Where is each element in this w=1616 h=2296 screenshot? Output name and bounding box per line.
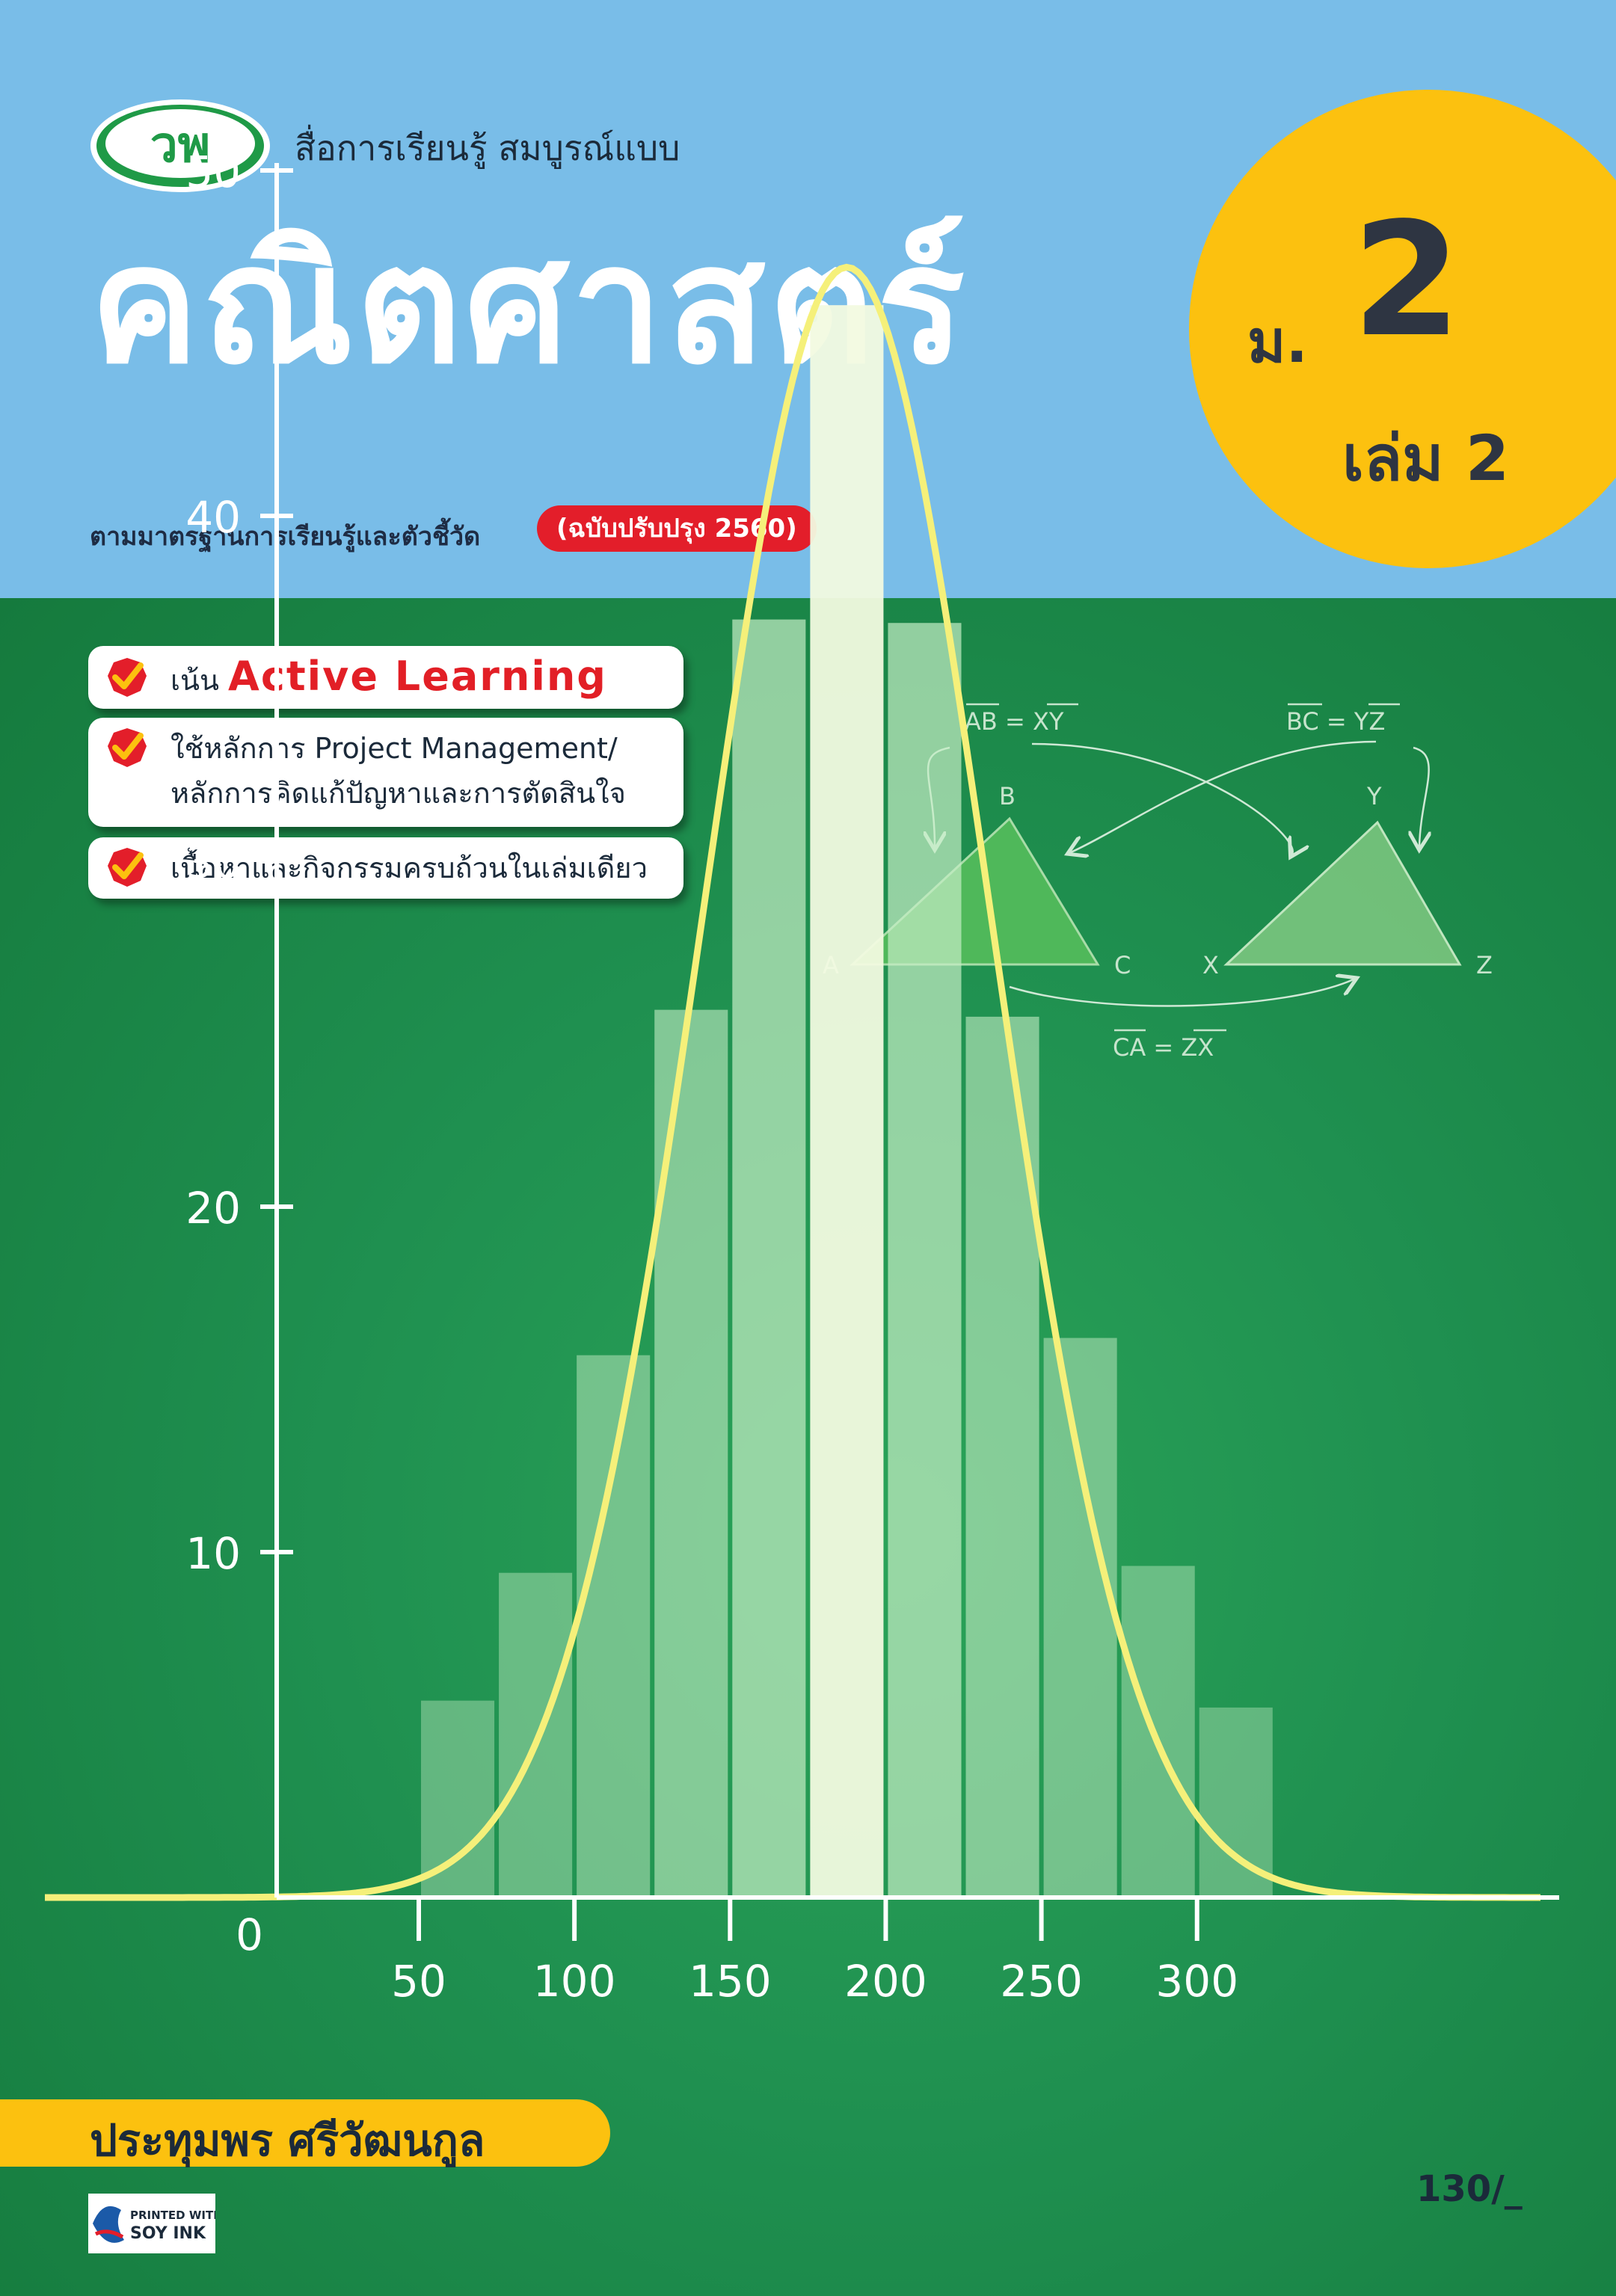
histogram-bar xyxy=(810,305,884,1898)
histogram-bar xyxy=(421,1700,495,1898)
check-icon xyxy=(108,848,147,887)
y-tick-label: 10 xyxy=(185,1528,241,1579)
grade-number: 2 xyxy=(1352,188,1462,372)
soy-ink-logo-icon: PRINTED WITH SOY INK xyxy=(88,2194,215,2253)
y-tick-label: 30 xyxy=(185,837,241,888)
soy-line2: SOY INK xyxy=(130,2224,206,2243)
triangle-xyz xyxy=(1223,820,1462,966)
axes-group: 0 10 20 30 40 50 50 100 150 200 250 300 xyxy=(185,147,1559,2007)
x-tick-label: 250 xyxy=(1000,1956,1083,2007)
histogram-bar xyxy=(577,1355,651,1898)
feature-3-text: เนื้อหาและกิจกรรมครบถ้วนในเล่มเดียว xyxy=(170,852,648,884)
histogram-bar xyxy=(654,1009,728,1898)
feature-box-3: เนื้อหาและกิจกรรมครบถ้วนในเล่มเดียว xyxy=(88,837,683,899)
active-learning-highlight: Active Learning xyxy=(228,653,607,700)
soy-line1: PRINTED WITH xyxy=(130,2209,215,2222)
vertex-b-label: B xyxy=(999,782,1016,810)
histogram-bar xyxy=(1199,1707,1273,1898)
y-tick-label: 50 xyxy=(185,147,241,197)
grade-circle xyxy=(1189,90,1616,568)
check-icon xyxy=(108,728,147,767)
histogram-bar xyxy=(888,623,962,1898)
edition-badge: (ฉบับปรับปรุง 2560) xyxy=(537,505,817,552)
grade-prefix: ม. xyxy=(1247,309,1309,376)
vertex-c-label: C xyxy=(1114,951,1131,979)
feature-1-prefix: เน้น xyxy=(170,664,219,697)
x-tick-label: 300 xyxy=(1155,1956,1238,2007)
x-tick-label: 100 xyxy=(533,1956,616,2007)
vertex-y-label: Y xyxy=(1366,782,1382,810)
equation-ca-zx: CA = ZX xyxy=(1113,1033,1214,1062)
price-label: 130/_ xyxy=(1416,2168,1523,2210)
histogram-bar xyxy=(1121,1566,1195,1898)
x-tick-label: 50 xyxy=(391,1956,446,2007)
check-icon xyxy=(108,658,147,697)
feature-box-1: เน้น Active Learning xyxy=(88,646,683,709)
tagline: สื่อการเรียนรู้ สมบูรณ์แบบ xyxy=(295,128,680,168)
feature-1-text: เน้น Active Learning xyxy=(170,655,607,702)
feature-box-2: ใช้หลักการ Project Management/ หลักการคิ… xyxy=(88,718,683,827)
y-tick-label: 0 xyxy=(236,1909,263,1960)
histogram-bar xyxy=(499,1572,573,1898)
y-tick-label: 40 xyxy=(185,492,241,543)
x-tick-label: 150 xyxy=(689,1956,772,2007)
svg-text:วพ: วพ xyxy=(150,116,211,173)
curriculum-standard: ตามมาตรฐานการเรียนรู้และตัวชี้วัด xyxy=(90,522,481,552)
vertex-x-label: X xyxy=(1202,951,1219,979)
histogram-bar xyxy=(1043,1338,1117,1898)
volume-label: เล่ม 2 xyxy=(1342,422,1510,495)
y-tick-label: 20 xyxy=(185,1183,241,1234)
x-tick-label: 200 xyxy=(844,1956,927,2007)
feature-2-line1: ใช้หลักการ Project Management/ xyxy=(170,732,618,765)
equation-bc-yz: BC = YZ xyxy=(1286,707,1385,736)
histogram-bar xyxy=(732,619,806,1898)
author-banner xyxy=(0,2099,610,2167)
feature-2-line2: หลักการคิดแก้ปัญหาและการตัดสินใจ xyxy=(170,777,626,810)
vertex-z-label: Z xyxy=(1476,951,1493,979)
equation-ab-xy: AB = XY xyxy=(965,707,1064,736)
publisher-logo-icon: วพ xyxy=(90,99,270,192)
bars-group xyxy=(421,305,1273,1898)
author-name: ประทุมพร ศรีวัฒนกูล xyxy=(90,2115,485,2166)
